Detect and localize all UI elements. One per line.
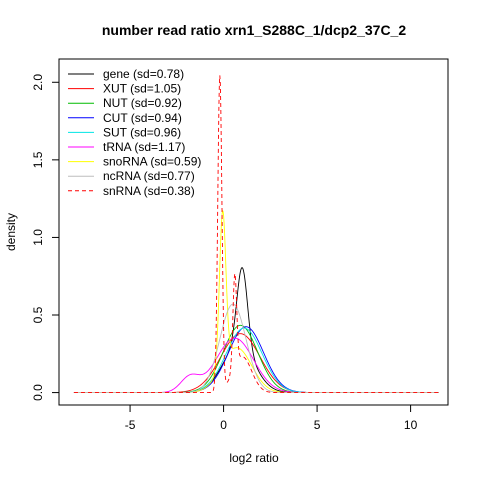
y-tick-label: 2.0 xyxy=(31,74,45,91)
legend-entry: gene (sd=0.78) xyxy=(103,67,184,81)
series-lines xyxy=(73,75,439,394)
series-line-5 xyxy=(73,337,439,394)
y-tick-label: 1.0 xyxy=(31,229,45,246)
x-tick-label: 5 xyxy=(314,418,321,432)
y-tick-label: 0.5 xyxy=(31,306,45,323)
x-tick-label: -5 xyxy=(125,418,136,432)
x-axis: -5 0 5 10 xyxy=(125,405,418,432)
legend-entry: SUT (sd=0.96) xyxy=(103,125,181,139)
legend-entry: NUT (sd=0.92) xyxy=(103,96,182,110)
plot-frame xyxy=(58,58,449,406)
legend-entry: XUT (sd=1.05) xyxy=(103,82,181,96)
y-tick-label: 0.0 xyxy=(31,384,45,401)
chart-title: number read ratio xrn1_S288C_1/dcp2_37C_… xyxy=(102,22,406,38)
legend-entry: tRNA (sd=1.17) xyxy=(103,140,185,154)
y-tick-label: 1.5 xyxy=(31,151,45,168)
series-line-7 xyxy=(73,303,439,394)
y-axis-label: density xyxy=(4,213,18,251)
legend-entry: snoRNA (sd=0.59) xyxy=(103,155,201,169)
series-line-2 xyxy=(73,324,439,394)
legend: gene (sd=0.78)XUT (sd=1.05)NUT (sd=0.92)… xyxy=(68,67,201,198)
legend-entry: ncRNA (sd=0.77) xyxy=(103,169,195,183)
y-axis: 0.0 0.5 1.0 1.5 2.0 xyxy=(31,74,59,401)
x-tick-label: 10 xyxy=(404,418,418,432)
x-tick-label: 0 xyxy=(220,418,227,432)
x-axis-label: log2 ratio xyxy=(229,451,279,465)
legend-entry: snRNA (sd=0.38) xyxy=(103,184,195,198)
series-line-3 xyxy=(73,326,439,394)
legend-entry: CUT (sd=0.94) xyxy=(103,111,182,125)
series-line-1 xyxy=(73,333,439,394)
